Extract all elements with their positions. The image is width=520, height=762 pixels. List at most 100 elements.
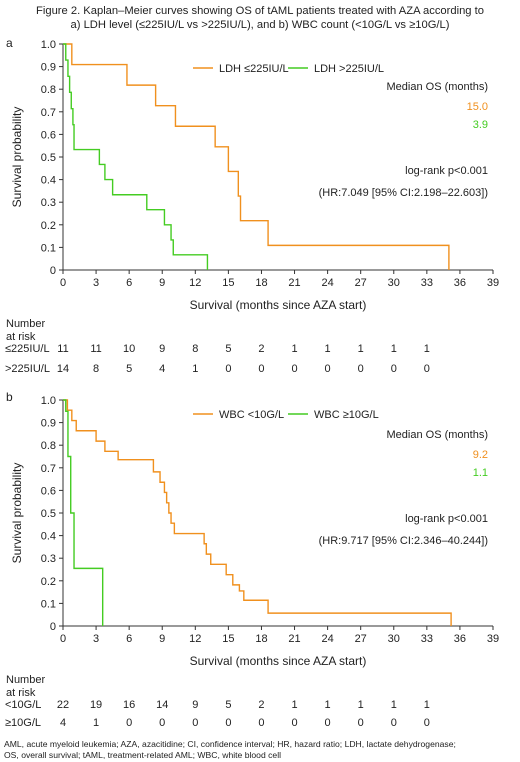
risk-cell: 4 xyxy=(59,717,67,729)
risk-cell: 1 xyxy=(324,699,331,711)
x-axis-label: Survival (months since AZA start) xyxy=(190,654,367,668)
x-tick-label: 24 xyxy=(321,633,333,645)
x-tick-label: 18 xyxy=(255,633,267,645)
y-tick-label: 0.4 xyxy=(41,531,56,543)
risk-cell: 14 xyxy=(156,699,169,711)
km-chart-panel-b: 00.10.20.30.40.50.60.70.80.91.00 3 6 9 12 15 1… xyxy=(10,395,499,668)
legend-label: WBC ≥10G/L xyxy=(314,409,379,421)
footnote-line-2: OS, overall survival; tAML, treatment-re… xyxy=(4,750,282,760)
legend-label: LDH >225IU/L xyxy=(314,63,384,75)
risk-cell: 0 xyxy=(291,717,298,729)
x-tick-label: 33 xyxy=(421,277,433,289)
risk-cell: 5 xyxy=(126,363,133,375)
risk-cell: 8 xyxy=(192,343,199,355)
survival-curve-series-1 xyxy=(63,399,452,626)
x-tick-label: 27 xyxy=(355,633,367,645)
y-tick-label: 0.5 xyxy=(41,152,56,164)
risk-cell: 5 xyxy=(225,699,232,711)
legend-label: WBC <10G/L xyxy=(219,409,284,421)
x-tick-label: 12 xyxy=(189,277,201,289)
y-tick-label: 0.9 xyxy=(41,62,56,74)
panel-label-a: a xyxy=(6,36,13,50)
x-tick-label: 0 xyxy=(60,633,66,645)
x-tick-label: 24 xyxy=(321,277,333,289)
x-axis-label: Survival (months since AZA start) xyxy=(190,298,367,312)
x-tick-label: 39 xyxy=(487,633,499,645)
survival-curve-series-2 xyxy=(63,399,104,626)
risk-cell: 2 xyxy=(258,343,265,355)
x-tick-label: 3 xyxy=(93,633,99,645)
risk-cell: 14 xyxy=(56,363,70,375)
risk-cell: 19 xyxy=(89,699,103,711)
risk-cell: 8 xyxy=(93,363,100,375)
y-tick-label: 1.0 xyxy=(41,395,56,407)
y-tick-label: 0.1 xyxy=(41,242,56,254)
risk-cell: 1 xyxy=(390,343,397,355)
y-tick-label: 0 xyxy=(50,621,56,633)
risk-table-header-a: Number at risk xyxy=(6,318,45,344)
x-tick-label: 21 xyxy=(288,633,300,645)
x-tick-label: 15 xyxy=(222,633,234,645)
panel-label-b: b xyxy=(6,390,13,404)
risk-cell: 0 xyxy=(159,717,166,729)
y-tick-label: 0.2 xyxy=(41,576,56,588)
risk-cell: 0 xyxy=(324,363,331,375)
risk-cell: 2 xyxy=(258,699,265,711)
x-tick-label: 6 xyxy=(126,277,132,289)
x-tick-label: 3 xyxy=(93,277,99,289)
legend-label: LDH ≤225IU/L xyxy=(219,63,289,75)
risk-cell: 0 xyxy=(423,363,430,375)
hazard-ratio: (HR:7.049 [95% CI:2.198–22.603]) xyxy=(319,187,488,199)
y-tick-label: 0.8 xyxy=(41,84,56,96)
risk-row-label: ≥10G/L xyxy=(5,717,42,729)
figure-title-line-2: a) LDH level (≤225IU/L vs >225IU/L), and… xyxy=(70,19,450,31)
median-os-value: 15.0 xyxy=(467,101,488,113)
risk-cell: 16 xyxy=(123,699,136,711)
y-tick-label: 0.6 xyxy=(41,485,56,497)
risk-cell: 0 xyxy=(225,717,232,729)
risk-cell: 1 xyxy=(423,343,430,355)
figure-title: Figure 2. Kaplan–Meier curves showing OS… xyxy=(0,4,520,32)
risk-cell: 0 xyxy=(357,363,364,375)
risk-cell: 0 xyxy=(192,717,199,729)
logrank-p-value: log-rank p<0.001 xyxy=(405,165,488,177)
logrank-p-value: log-rank p<0.001 xyxy=(405,513,488,525)
risk-cell: 0 xyxy=(291,363,298,375)
x-tick-label: 18 xyxy=(255,277,267,289)
median-os-value: 1.1 xyxy=(473,467,488,479)
risk-cell: 1 xyxy=(324,343,331,355)
risk-header-line-1: Number xyxy=(6,318,46,330)
median-os-value: 3.9 xyxy=(473,119,488,131)
survival-curve-series-1 xyxy=(63,43,450,270)
risk-table-header-b: Number at risk xyxy=(6,674,45,700)
hazard-ratio: (HR:9.717 [95% CI:2.346–40.244]) xyxy=(319,535,488,547)
y-tick-label: 0.3 xyxy=(41,553,56,565)
y-tick-label: 0.7 xyxy=(41,463,56,475)
y-tick-label: 0.7 xyxy=(41,107,56,119)
risk-cell: 1 xyxy=(291,699,298,711)
y-axis-label: Survival probability xyxy=(10,463,24,564)
figure-footnote: AML, acute myeloid leukemia; AZA, azacit… xyxy=(4,739,516,761)
y-tick-label: 0.3 xyxy=(41,197,56,209)
risk-cell: 22 xyxy=(56,699,70,711)
risk-cell: 9 xyxy=(159,343,166,355)
risk-row-label: >225IU/L xyxy=(5,363,50,375)
risk-cell: 1 xyxy=(291,343,298,355)
risk-row-label: <10G/L xyxy=(5,699,42,711)
y-tick-label: 0.2 xyxy=(41,220,56,232)
risk-cell: 10 xyxy=(123,343,136,355)
x-tick-label: 9 xyxy=(159,277,165,289)
y-tick-label: 0.6 xyxy=(41,129,56,141)
y-tick-label: 0.8 xyxy=(41,440,56,452)
risk-cell: 1 xyxy=(357,343,364,355)
y-tick-label: 0.5 xyxy=(41,508,56,520)
x-tick-label: 36 xyxy=(454,277,466,289)
x-tick-label: 21 xyxy=(288,277,300,289)
survival-curve-series-2 xyxy=(63,43,209,270)
risk-cell: 11 xyxy=(57,343,69,355)
risk-cell: 5 xyxy=(225,343,232,355)
x-tick-label: 39 xyxy=(487,277,499,289)
x-tick-label: 6 xyxy=(126,633,132,645)
risk-cell: 1 xyxy=(390,699,397,711)
median-os-value: 9.2 xyxy=(473,449,488,461)
